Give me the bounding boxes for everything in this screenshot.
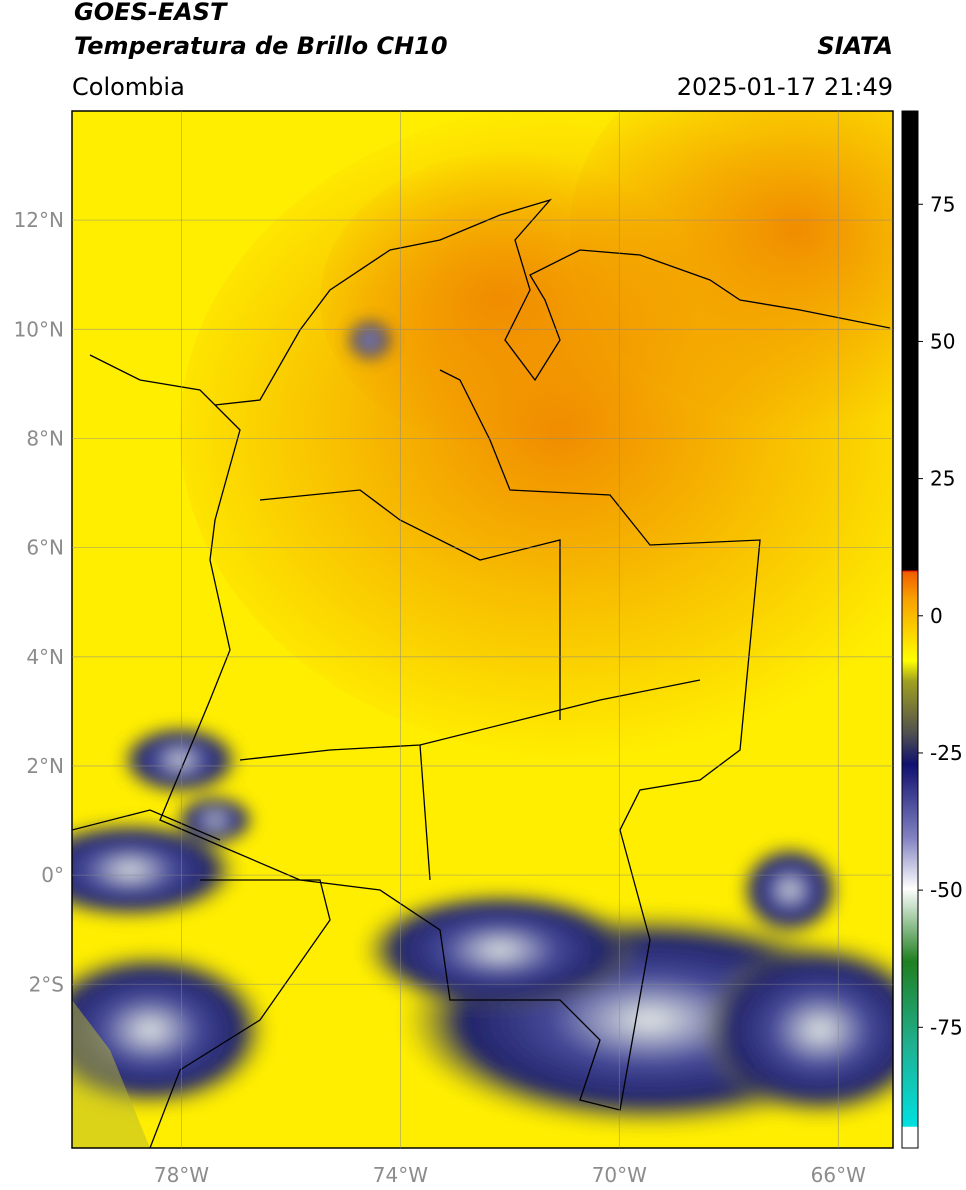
title: GOES-EAST	[74, 0, 228, 26]
colorbar-tick-label: 25	[930, 467, 955, 491]
lon-tick-label: 66°W	[811, 1163, 866, 1187]
colorbar-tick-label: 0	[930, 604, 943, 628]
colorbar-tick-label: 50	[930, 329, 955, 353]
lon-tick-label: 70°W	[592, 1163, 647, 1187]
region: Colombia	[72, 73, 185, 101]
lat-tick-label: 6°N	[26, 536, 64, 560]
imagery	[72, 111, 893, 1148]
colorbar	[901, 110, 919, 1149]
lat-tick-label: 2°S	[29, 972, 64, 996]
lon-tick-label: 74°W	[373, 1163, 428, 1187]
colorbar-tick-label: -25	[930, 741, 963, 765]
lat-tick-label: 4°N	[26, 645, 64, 669]
lat-tick-label: 10°N	[14, 317, 64, 341]
lat-tick-label: 8°N	[26, 426, 64, 450]
subtitle: Temperatura de Brillo CH10	[74, 32, 448, 60]
map-frame	[71, 110, 894, 1149]
lat-tick-label: 12°N	[14, 208, 64, 232]
colorbar-tick-label: 75	[930, 192, 955, 216]
source: SIATA	[817, 32, 893, 60]
colorbar-tick-label: -50	[930, 878, 963, 902]
lat-tick-label: 2°N	[26, 754, 64, 778]
datetime: 2025-01-17 21:49	[677, 73, 893, 101]
lat-tick-label: 0°	[41, 863, 64, 887]
colorbar-tick-label: -75	[930, 1015, 963, 1039]
lon-tick-label: 78°W	[154, 1163, 209, 1187]
